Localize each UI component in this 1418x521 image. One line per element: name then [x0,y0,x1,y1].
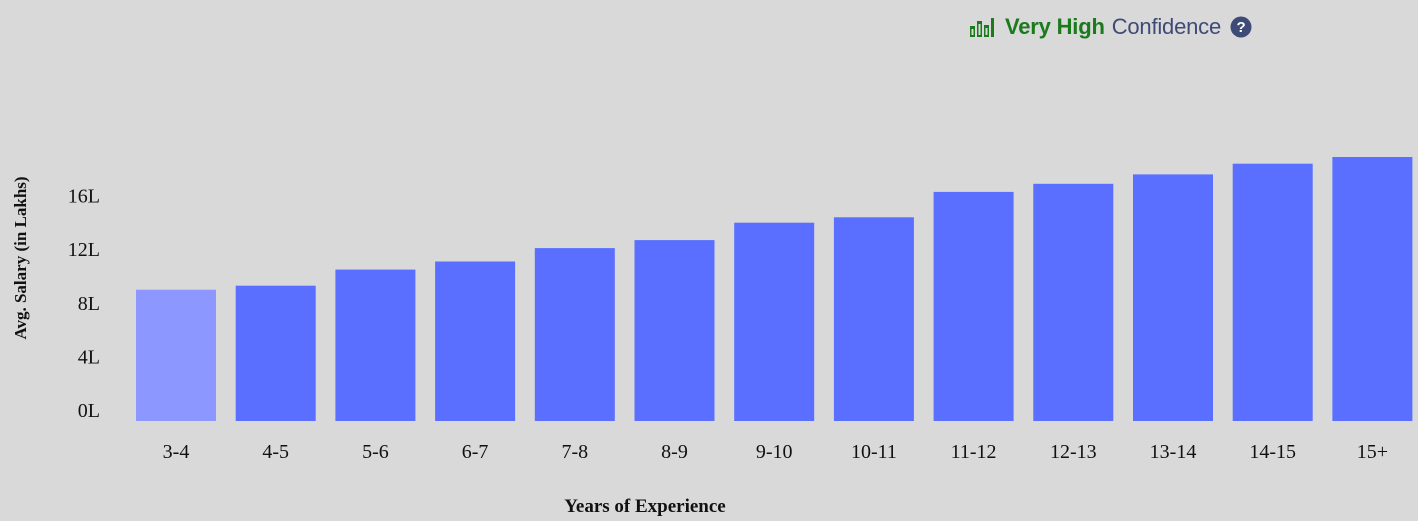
y-tick-label: 12L [68,239,100,261]
x-tick-label: 11-12 [951,441,997,463]
y-tick-label: 4L [78,346,100,368]
bar-14-15[interactable] [1232,163,1313,421]
bar-15plus[interactable] [1332,157,1413,421]
x-tick-label: 5-6 [362,441,389,463]
x-tick-label: 3-4 [163,441,190,463]
bar-9-10[interactable] [734,222,815,421]
x-tick-labels: 3-4 4-5 5-6 6-7 7-8 8-9 9-10 10-11 11-12 12-13 13-… [163,441,1388,463]
confidence-indicator: Very High Confidence ? [969,12,1252,42]
y-tick-label: 16L [68,186,100,208]
y-axis-title: Avg. Salary (in Lakhs) [11,176,30,339]
bar-4-5[interactable] [235,285,316,421]
bar-6-7[interactable] [435,261,516,422]
bars-layer [136,157,1413,422]
x-tick-label: 4-5 [262,441,289,463]
x-tick-label: 6-7 [462,441,489,463]
bar-5-6[interactable] [335,269,416,421]
bar-10-11[interactable] [833,217,914,421]
bar-11-12[interactable] [933,191,1014,421]
x-tick-label: 13-14 [1150,441,1197,463]
bar-7-8[interactable] [534,248,615,421]
bar-13-14[interactable] [1133,174,1213,421]
bar-8-9[interactable] [634,240,715,421]
x-tick-label: 15+ [1357,441,1388,463]
bar-3-4[interactable] [136,289,216,421]
confidence-level: Very High [1005,14,1105,39]
question-circle-icon[interactable]: ? [1230,16,1252,38]
y-tick-label: 8L [78,293,100,315]
bar-chart-icon [970,18,994,37]
y-tick-label: 0L [78,400,100,422]
x-tick-label: 9-10 [756,441,793,463]
x-tick-label: 14-15 [1249,441,1296,463]
confidence-label: Confidence [1111,14,1222,39]
x-tick-label: 10-11 [851,441,897,463]
svg-text:?: ? [1237,19,1246,36]
bar-12-13[interactable] [1033,183,1114,421]
y-tick-labels: 0L 4L 8L 12L 16L [68,186,100,422]
x-axis-title: Years of Experience [564,496,725,517]
x-tick-label: 7-8 [561,441,588,463]
x-tick-label: 12-13 [1050,441,1097,463]
x-tick-label: 8-9 [661,441,688,463]
